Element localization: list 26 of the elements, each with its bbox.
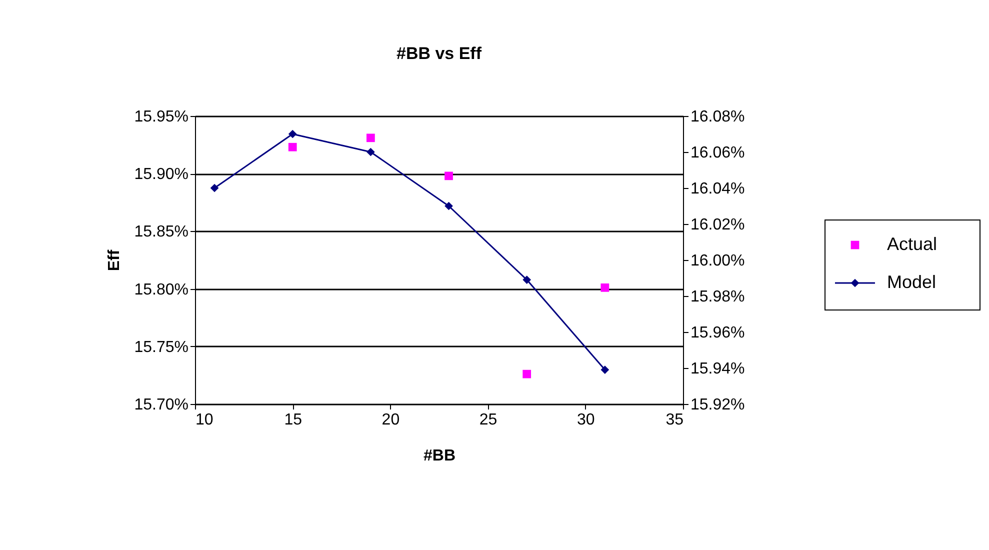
x-tick-label: 35 [666,412,684,428]
legend-label: Model [887,272,936,292]
y-tick-label: 15.85% [134,224,188,241]
y2-tick-label: 16.02% [690,216,745,234]
y2-tick-label: 16.08% [690,108,745,126]
y-tick-label: 15.95% [134,108,188,126]
x-tick-label: 25 [479,412,498,428]
y2-tick-label: 15.92% [690,396,745,414]
x-tick-label: 20 [382,412,400,428]
x-axis-title: #BB [423,448,456,464]
y2-tick-label: 16.06% [690,144,745,162]
x-tick-label: 30 [577,412,595,428]
y-tick-label: 15.70% [134,396,188,414]
chart-title: #BB vs Eff [396,44,482,63]
y2-tick-label: 16.04% [690,180,745,198]
x-tick-label: 15 [284,412,302,428]
y2-tick-label: 15.94% [690,360,745,378]
y2-tick-label: 15.98% [690,288,745,306]
y-tick-label: 15.80% [134,281,188,298]
y2-tick-label: 15.96% [690,324,745,342]
x-tick-label: 10 [196,412,214,428]
y-axis-title: Eff [106,249,124,272]
legend-label: Actual [887,234,938,254]
y-tick-label: 15.90% [134,166,188,184]
y2-tick-label: 16.00% [690,252,745,270]
y-tick-label: 15.75% [134,338,188,356]
